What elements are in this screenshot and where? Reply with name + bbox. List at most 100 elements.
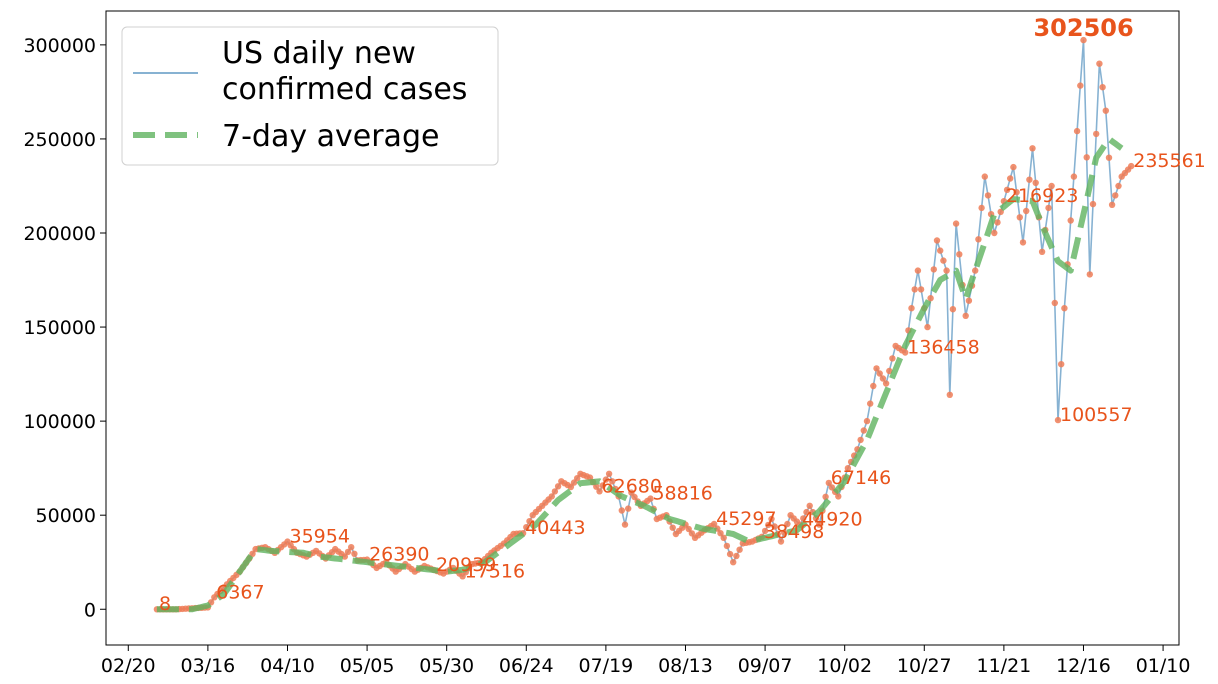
daily-point [1013, 189, 1020, 196]
seven-day-average-line [156, 135, 1124, 613]
daily-point [249, 550, 256, 557]
daily-point [981, 173, 988, 180]
daily-point [1045, 204, 1052, 212]
daily-point [1077, 82, 1084, 89]
x-tick-label: 10/27 [897, 655, 952, 677]
value-annotation: 26390 [369, 544, 429, 566]
daily-point [1112, 192, 1119, 199]
daily-point [924, 323, 931, 331]
daily-point [949, 306, 957, 313]
daily-point [1007, 175, 1014, 182]
value-annotation: 40443 [525, 517, 585, 539]
x-tick-label: 02/20 [101, 655, 156, 677]
daily-point [937, 247, 944, 254]
daily-point [1070, 173, 1078, 180]
daily-point [1061, 305, 1068, 312]
y-tick-label: 200000 [23, 223, 96, 245]
value-annotation: 45297 [716, 508, 776, 530]
daily-point [886, 367, 893, 375]
daily-point [1108, 201, 1116, 208]
daily-point [1073, 127, 1081, 135]
legend-daily-label: confirmed cases [222, 72, 467, 107]
value-annotation: 100557 [1060, 404, 1133, 426]
daily-point [723, 542, 731, 550]
daily-point [835, 493, 842, 500]
daily-point [933, 237, 941, 244]
daily-point [768, 515, 775, 523]
daily-point [825, 479, 832, 487]
daily-point [873, 365, 880, 372]
daily-point [857, 436, 864, 444]
daily-point [777, 538, 785, 545]
daily-point [911, 286, 918, 293]
x-tick-label: 05/05 [340, 655, 395, 677]
x-tick-label: 03/16 [181, 655, 236, 677]
value-annotation: 35954 [289, 526, 349, 548]
value-annotation: 20939 [436, 554, 496, 576]
daily-point [548, 493, 555, 500]
daily-point [962, 312, 969, 319]
daily-point [736, 546, 743, 553]
value-annotation: 216923 [1006, 185, 1079, 207]
daily-point [605, 470, 613, 477]
daily-point [800, 515, 807, 522]
daily-point [351, 550, 358, 557]
daily-point [733, 552, 740, 560]
daily-point [574, 475, 581, 482]
daily-point [669, 524, 676, 531]
value-annotation: 44920 [802, 509, 862, 531]
daily-point [1010, 163, 1017, 171]
daily-point [889, 355, 896, 362]
daily-point [717, 530, 724, 537]
daily-point [1080, 36, 1087, 44]
daily-point [1083, 154, 1090, 161]
daily-point [860, 427, 867, 434]
daily-point [1022, 207, 1030, 215]
plot-frame [105, 10, 1180, 646]
x-tick-label: 09/07 [738, 655, 793, 677]
daily-point [596, 488, 603, 495]
daily-point [647, 495, 654, 502]
daily-point [685, 525, 692, 533]
daily-point [812, 515, 820, 522]
daily-point [551, 488, 559, 495]
daily-point [828, 484, 836, 491]
value-annotation: 67146 [831, 467, 891, 489]
daily-point [730, 559, 737, 566]
daily-point [972, 267, 979, 274]
daily-point [908, 305, 915, 312]
daily-point [943, 267, 950, 274]
daily-point [803, 508, 810, 516]
value-annotation: 6367 [216, 581, 264, 603]
value-annotation: 62680 [602, 475, 662, 497]
daily-point [1089, 200, 1097, 208]
daily-point [876, 370, 883, 377]
daily-point [1038, 248, 1046, 255]
daily-point [867, 400, 874, 407]
daily-point [781, 529, 788, 536]
x-tick-label: 06/24 [499, 655, 554, 677]
daily-point [1029, 145, 1036, 152]
daily-point [1003, 186, 1011, 193]
daily-point [621, 521, 629, 528]
daily-point [1051, 299, 1059, 307]
daily-point [1016, 214, 1023, 221]
daily-point [631, 493, 638, 501]
legend-average-label: 7-day average [222, 119, 439, 154]
daily-point [609, 478, 616, 485]
daily-point [1032, 179, 1039, 186]
x-tick-label: 12/16 [1056, 655, 1111, 677]
daily-point [1067, 217, 1074, 224]
x-tick-label: 07/19 [579, 655, 634, 677]
daily-point [806, 502, 813, 509]
daily-point [870, 382, 877, 390]
value-annotation: 136458 [907, 337, 980, 359]
daily-point [930, 266, 937, 273]
x-tick-label: 04/10 [260, 655, 315, 677]
daily-point [765, 521, 772, 529]
daily-point [761, 527, 769, 535]
daily-point [882, 380, 890, 387]
y-tick-label: 50000 [36, 505, 96, 527]
